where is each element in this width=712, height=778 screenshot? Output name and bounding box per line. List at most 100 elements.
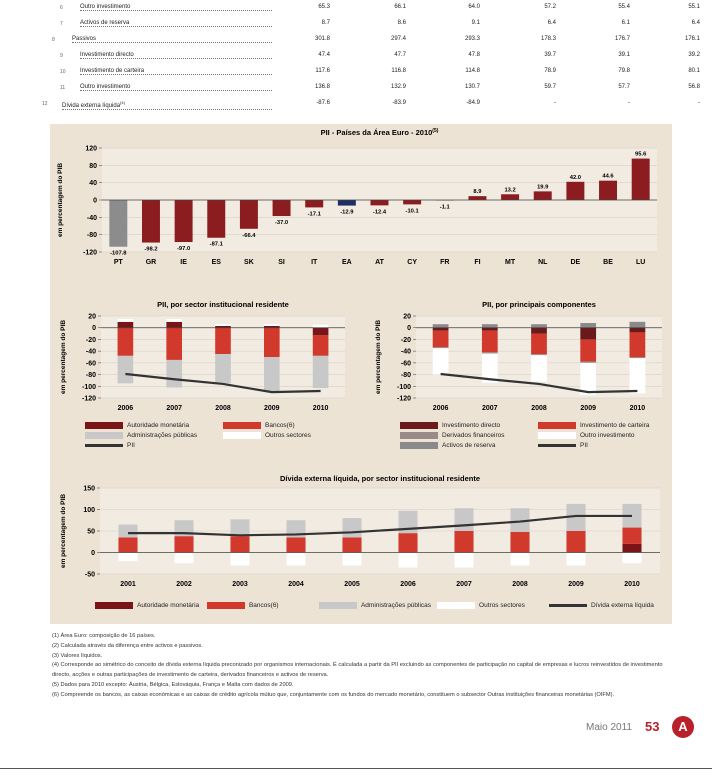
- value-label: -10.1: [406, 208, 420, 214]
- value-label: 44.6: [602, 174, 614, 180]
- row-label: Activos de reserva: [80, 20, 272, 27]
- legend: Autoridade monetária Bancos(6) Administraç…: [85, 422, 355, 449]
- bar-segment: [215, 324, 231, 326]
- bar-segment: [312, 335, 329, 356]
- bar-segment: [580, 362, 597, 396]
- cell-value: 9.1: [471, 20, 480, 26]
- bar-segment: [622, 552, 642, 564]
- y-tick-label: -80: [86, 372, 96, 379]
- cell-value: 132.9: [390, 84, 406, 90]
- bar-segment: [531, 355, 547, 382]
- x-tick-label: AT: [375, 259, 385, 266]
- x-tick-label: GR: [146, 259, 157, 266]
- bar-segment: [312, 327, 329, 336]
- legend-swatch: [437, 602, 476, 609]
- cell-value: 64.0: [468, 4, 480, 10]
- y-tick-label: 80: [89, 163, 97, 170]
- cell-value: 47.4: [318, 52, 330, 58]
- value-label: -98.2: [144, 247, 157, 253]
- x-tick-label: 2010: [624, 581, 640, 588]
- bar: [109, 200, 128, 247]
- legend-swatch: [318, 602, 357, 609]
- chart-title-text: PII, por sector institucional residente: [157, 300, 289, 309]
- legend-label: PII: [127, 442, 135, 449]
- cell-value: 57.2: [544, 4, 556, 10]
- x-tick-label: LU: [636, 259, 645, 266]
- x-tick-label: 2002: [176, 581, 192, 588]
- chart-title-text: PII - Países da Área Euro - 2010: [321, 128, 433, 137]
- value-label: -37.0: [275, 220, 288, 226]
- value-label: -12.4: [373, 209, 387, 215]
- bar-segment: [580, 339, 597, 362]
- row-label-text: Activos de reserva: [80, 20, 130, 26]
- cell-value: 57.7: [618, 84, 630, 90]
- bar-segment: [629, 327, 646, 333]
- value-label: -1.1: [440, 204, 451, 210]
- legend-swatch: [85, 432, 123, 439]
- row-number: 7: [60, 21, 63, 27]
- footnote: (6) Compreende os bancos, as caixas econ…: [52, 691, 615, 698]
- bar-segment: [629, 358, 646, 394]
- x-tick-label: DE: [571, 259, 581, 266]
- legend-line: [538, 444, 576, 447]
- cell-value: 66.1: [394, 4, 406, 10]
- legend-item: Derivados financeiros: [400, 432, 532, 439]
- row-label-text: Outro investimento: [80, 84, 131, 90]
- cell-value: 8.7: [321, 20, 330, 26]
- y-tick-label: 120: [85, 146, 97, 153]
- row-label: Dívida externa líquida(4): [62, 100, 272, 110]
- legend-item: Investimento directo: [400, 422, 532, 429]
- cell-value: -: [698, 100, 700, 106]
- bar-segment: [118, 524, 138, 538]
- legend-item: Administrações públicas: [318, 602, 431, 609]
- x-tick-label: IE: [180, 259, 187, 266]
- bar-segment: [166, 318, 183, 322]
- bar-segment: [342, 518, 362, 538]
- chart-panel: PII - Países da Área Euro - 2010(5) em pe…: [50, 124, 672, 624]
- bar-segment: [166, 359, 183, 388]
- legend-label: Outro investimento: [580, 432, 635, 439]
- bar: [468, 196, 487, 200]
- x-tick-label: 2009: [264, 405, 280, 412]
- x-tick-label: 2007: [456, 581, 472, 588]
- legend-label: Investimento directo: [442, 422, 501, 429]
- x-tick-label: 2008: [531, 405, 547, 412]
- bar-segment: [432, 327, 449, 331]
- bar: [305, 200, 324, 208]
- x-tick-label: ES: [212, 259, 222, 266]
- legend-label: Outros sectores: [265, 432, 311, 439]
- bar: [631, 158, 650, 200]
- cell-value: 56.8: [688, 84, 700, 90]
- bar-segment: [580, 361, 597, 363]
- bar-segment: [481, 352, 498, 354]
- bar: [566, 181, 585, 200]
- legend-label: Autoridade monetária: [127, 422, 190, 429]
- x-tick-label: 2006: [118, 405, 134, 412]
- y-tick-label: 20: [403, 314, 411, 321]
- chart-title: PII, por principais componentes: [482, 300, 596, 309]
- y-tick-label: -120: [397, 396, 411, 403]
- bar-segment: [312, 355, 329, 389]
- y-tick-label: -60: [86, 360, 96, 367]
- cell-value: 301.8: [314, 36, 330, 42]
- legend-item: Investimento de carteira: [538, 422, 670, 429]
- legend-item: Autoridade monetária: [95, 602, 201, 609]
- y-tick-label: -100: [82, 384, 96, 391]
- legend-line: [85, 444, 123, 447]
- bar-segment: [510, 552, 530, 566]
- x-tick-label: 2007: [482, 405, 498, 412]
- legend-label: PII: [580, 442, 588, 449]
- table: 6 Outro investimento 65.3 66.1 64.0 57.2 55.4 5…: [0, 0, 712, 115]
- bar: [403, 200, 422, 205]
- x-tick-label: IT: [311, 259, 318, 266]
- y-tick-label: -20: [86, 337, 96, 344]
- x-tick-label: 2007: [166, 405, 182, 412]
- y-tick-label: -80: [401, 372, 411, 379]
- x-tick-label: NL: [538, 259, 548, 266]
- footer-date: Maio 2011: [586, 722, 632, 733]
- legend-item: Dívida externa líquida: [549, 602, 655, 609]
- bar-segment: [531, 333, 547, 355]
- legend-item: Outro investimento: [538, 432, 670, 439]
- row-label: Investimento de carteira: [80, 68, 272, 75]
- legend-swatch: [400, 442, 438, 449]
